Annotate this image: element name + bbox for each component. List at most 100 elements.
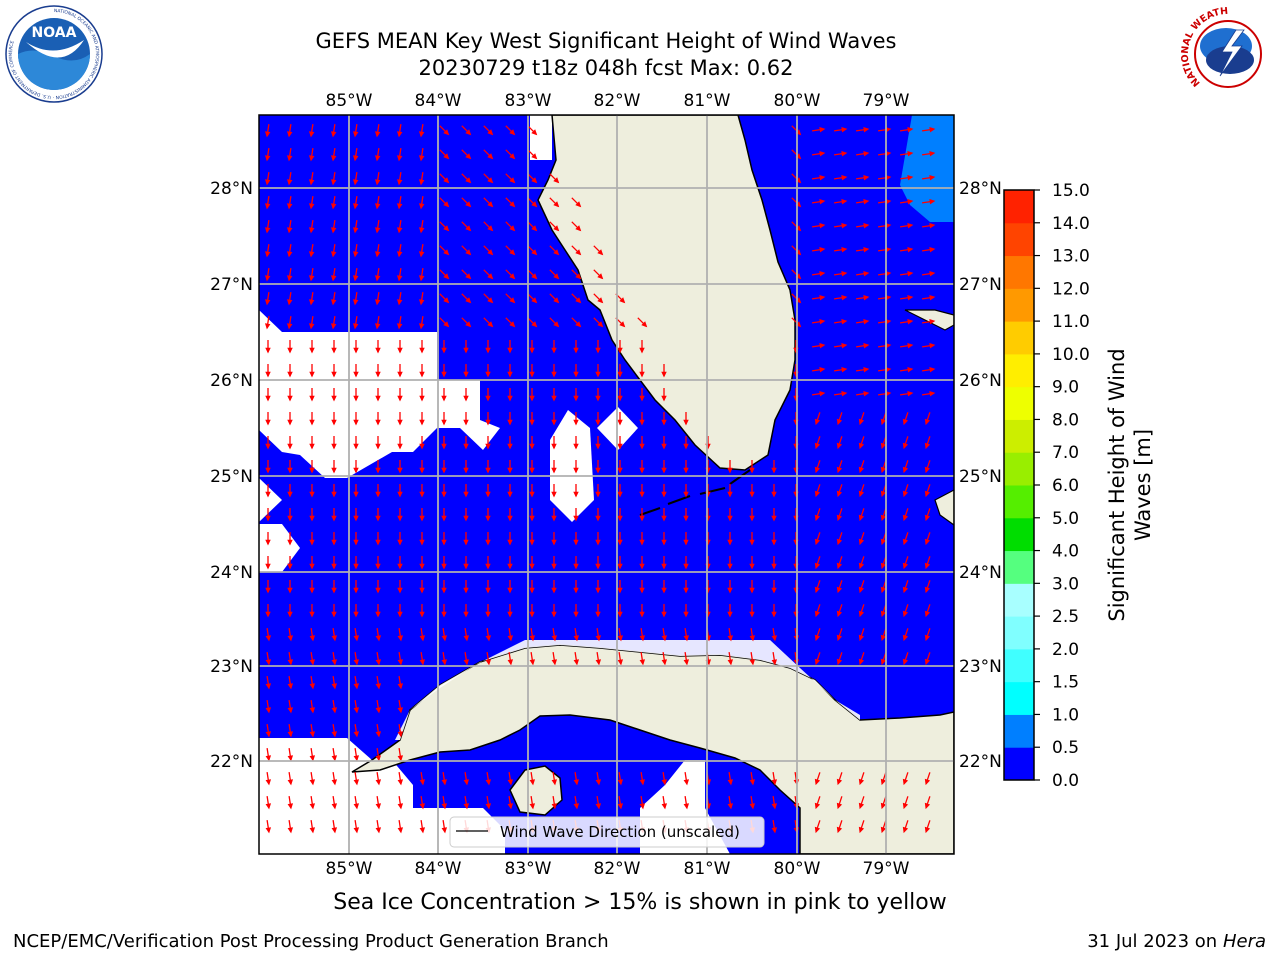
colorbar-segment bbox=[1004, 288, 1034, 322]
wave-direction-arrowhead bbox=[639, 779, 646, 786]
wave-direction-arrowhead bbox=[863, 366, 870, 373]
wave-direction-arrowhead bbox=[529, 443, 535, 450]
wave-direction-arrowhead bbox=[836, 586, 843, 594]
wave-direction-arrowhead bbox=[331, 563, 337, 570]
wave-direction-arrowhead bbox=[309, 347, 315, 354]
wave-direction-arrowhead bbox=[902, 610, 909, 618]
wave-direction-arrowhead bbox=[553, 225, 560, 232]
wave-direction-arrowhead bbox=[595, 563, 601, 570]
wave-direction-arrowhead bbox=[924, 418, 931, 426]
wave-direction-arrowhead bbox=[929, 270, 936, 277]
wave-direction-arrowhead bbox=[595, 803, 602, 810]
wave-direction-arrowhead bbox=[375, 347, 381, 354]
wave-direction-arrowhead bbox=[308, 179, 315, 186]
wave-direction-arrowhead bbox=[841, 150, 848, 157]
wave-direction-arrowhead bbox=[353, 491, 359, 498]
wave-direction-arrowhead bbox=[286, 155, 293, 162]
wave-direction-arrowhead bbox=[814, 802, 821, 810]
colorbar-label: Significant Height of Wind Waves [m] bbox=[1105, 348, 1155, 621]
wave-direction-arrowhead bbox=[287, 707, 294, 714]
wave-direction-arrowhead bbox=[485, 467, 491, 474]
wave-direction-arrowhead bbox=[375, 827, 382, 834]
colorbar-label-line2: Waves [m] bbox=[1131, 429, 1155, 541]
wave-direction-arrowhead bbox=[531, 321, 538, 328]
wave-direction-arrowhead bbox=[509, 129, 516, 136]
wave-direction-arrowhead bbox=[819, 150, 826, 157]
wave-direction-arrowhead bbox=[487, 225, 494, 232]
wave-direction-arrowhead bbox=[485, 803, 492, 810]
wave-direction-arrowhead bbox=[287, 731, 294, 738]
cuba-landmass bbox=[351, 644, 954, 854]
wave-direction-arrowhead bbox=[265, 419, 271, 426]
wave-direction-arrowhead bbox=[617, 515, 623, 522]
wave-direction-arrowhead bbox=[330, 275, 337, 282]
wave-direction-arrowhead bbox=[265, 563, 271, 570]
wave-direction-arrowhead bbox=[287, 539, 293, 546]
wave-direction-arrowhead bbox=[509, 249, 516, 256]
wave-direction-arrowhead bbox=[374, 275, 381, 282]
wave-direction-arrowhead bbox=[814, 490, 821, 498]
wave-direction-arrowhead bbox=[309, 827, 316, 834]
wave-direction-arrowhead bbox=[551, 395, 557, 402]
wave-direction-arrowhead bbox=[639, 539, 645, 546]
colorbar-tick-label: 11.0 bbox=[1052, 312, 1090, 332]
wave-direction-arrowhead bbox=[836, 466, 843, 474]
lon-label: 81°W bbox=[684, 91, 731, 111]
wave-direction-arrowhead bbox=[639, 563, 645, 570]
wave-direction-arrowhead bbox=[331, 371, 337, 378]
wave-direction-arrowhead bbox=[397, 515, 403, 522]
wave-direction-arrowhead bbox=[929, 294, 936, 301]
wave-direction-arrowhead bbox=[841, 390, 848, 397]
wave-direction-arrowhead bbox=[463, 371, 469, 378]
wave-direction-arrowhead bbox=[907, 174, 914, 181]
colorbar-segment bbox=[1004, 353, 1034, 388]
wave-direction-arrowhead bbox=[595, 443, 601, 450]
wave-direction-arrowhead bbox=[331, 827, 338, 834]
wave-direction-arrowhead bbox=[441, 611, 447, 618]
wave-direction-arrowhead bbox=[639, 443, 645, 450]
wave-direction-arrowhead bbox=[661, 443, 667, 450]
wave-direction-arrowhead bbox=[441, 803, 448, 810]
wave-direction-arrowhead bbox=[858, 634, 865, 642]
wave-direction-arrowhead bbox=[331, 491, 337, 498]
wave-direction-arrowhead bbox=[863, 390, 870, 397]
wave-direction-arrowhead bbox=[309, 731, 316, 738]
wave-direction-arrowhead bbox=[771, 587, 777, 594]
lon-label: 85°W bbox=[326, 859, 373, 879]
wave-direction-arrowhead bbox=[639, 587, 645, 594]
wave-direction-arrowhead bbox=[749, 659, 756, 666]
wave-direction-arrowhead bbox=[507, 635, 514, 642]
wave-direction-arrowhead bbox=[529, 467, 535, 474]
wave-direction-arrowhead bbox=[353, 539, 359, 546]
wave-direction-arrowhead bbox=[573, 611, 579, 618]
wave-direction-arrowhead bbox=[841, 198, 848, 205]
wave-direction-arrowhead bbox=[529, 347, 535, 354]
wave-direction-arrowhead bbox=[836, 658, 843, 666]
wave-direction-arrowhead bbox=[463, 395, 469, 402]
wave-direction-arrowhead bbox=[308, 299, 315, 306]
wave-direction-arrowhead bbox=[575, 225, 582, 232]
wave-direction-arrowhead bbox=[352, 131, 359, 138]
wave-direction-arrowhead bbox=[397, 611, 403, 618]
wave-direction-arrowhead bbox=[463, 419, 469, 426]
wave-direction-arrowhead bbox=[639, 611, 645, 618]
wave-direction-arrowhead bbox=[441, 467, 447, 474]
wave-direction-arrowhead bbox=[863, 198, 870, 205]
wave-direction-arrowhead bbox=[619, 297, 626, 304]
wave-direction-arrowhead bbox=[487, 249, 494, 256]
wave-direction-arrowhead bbox=[374, 179, 381, 186]
wave-direction-arrowhead bbox=[639, 491, 645, 498]
wave-direction-arrowhead bbox=[819, 294, 826, 301]
wave-direction-arrowhead bbox=[375, 443, 381, 450]
wave-direction-arrowhead bbox=[309, 659, 316, 666]
wave-direction-arrowhead bbox=[264, 299, 271, 306]
wave-direction-arrowhead bbox=[727, 803, 734, 810]
wave-direction-arrowhead bbox=[419, 347, 425, 354]
wave-direction-arrowhead bbox=[907, 270, 914, 277]
wave-direction-arrowhead bbox=[397, 731, 404, 738]
wave-direction-arrowhead bbox=[841, 126, 848, 133]
wave-direction-arrowhead bbox=[397, 419, 403, 426]
wave-direction-arrowhead bbox=[265, 491, 271, 498]
lon-label: 82°W bbox=[594, 91, 641, 111]
wave-direction-arrowhead bbox=[309, 539, 315, 546]
